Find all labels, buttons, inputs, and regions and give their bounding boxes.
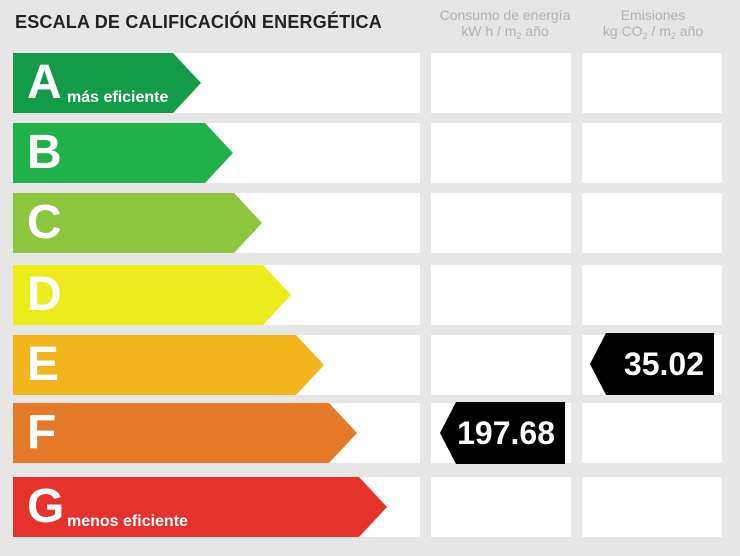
- rating-letter: C: [27, 196, 62, 249]
- consumo-cell-d: [431, 265, 571, 325]
- emisiones-column-header: Emisiones kg CO2 / m2 año: [583, 7, 723, 44]
- consumo-cell-e: [431, 335, 571, 395]
- emisiones-cell-d: [582, 265, 722, 325]
- rating-bar-b: B: [13, 123, 233, 183]
- rating-letter: E: [27, 338, 60, 391]
- consumo-value-indicator: 197.68: [440, 402, 565, 464]
- emisiones-value-indicator: 35.02: [590, 333, 714, 395]
- rating-bar-d: D: [13, 265, 291, 325]
- consumo-column-header: Consumo de energía kW h / m2 año: [430, 7, 580, 44]
- emisiones-header-line2: kg CO2 / m2 año: [602, 23, 704, 41]
- rating-sublabel: menos eficiente: [67, 513, 188, 530]
- page-title: ESCALA DE CALIFICACIÓN ENERGÉTICA: [15, 12, 382, 32]
- emisiones-cell-c: [582, 193, 722, 253]
- rating-letter: A: [27, 56, 62, 109]
- rating-letter: D: [27, 268, 62, 321]
- rating-letter: F: [27, 406, 57, 459]
- rating-letter: B: [27, 126, 62, 179]
- emisiones-cell-f: [582, 403, 722, 463]
- emisiones-cell-b: [582, 123, 722, 183]
- rating-bar-g: G menos eficiente: [13, 477, 387, 537]
- consumo-cell-c: [431, 193, 571, 253]
- rating-bar-f: F: [13, 403, 357, 463]
- consumo-cell-g: [431, 477, 571, 537]
- consumo-cell-b: [431, 123, 571, 183]
- rating-bar-c: C: [13, 193, 262, 253]
- emisiones-cell-g: [582, 477, 722, 537]
- rating-sublabel: más eficiente: [67, 89, 169, 106]
- consumo-header-line2: kW h / m2 año: [461, 23, 549, 41]
- emisiones-header-line1: Emisiones: [620, 7, 686, 23]
- rating-bar-e: E: [13, 335, 324, 395]
- rating-letter: G: [27, 480, 65, 533]
- emisiones-cell-a: [582, 53, 722, 113]
- consumo-header-line1: Consumo de energía: [439, 7, 571, 23]
- rating-bar-a: A más eficiente: [13, 53, 201, 113]
- consumo-cell-a: [431, 53, 571, 113]
